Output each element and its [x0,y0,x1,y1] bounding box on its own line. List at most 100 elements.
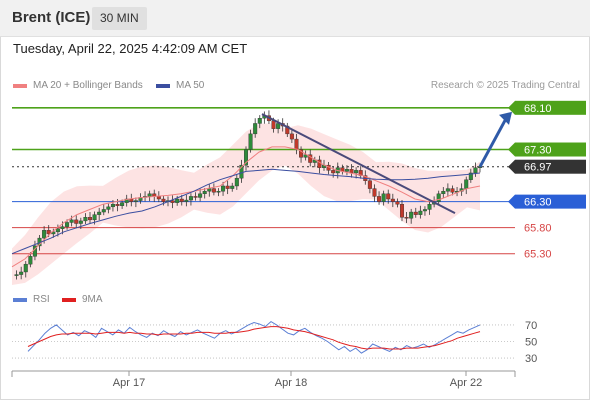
ma20-swatch [13,83,27,88]
instrument-title: Brent (ICE) [12,9,91,26]
candle-body [418,210,423,215]
level-tag-67-30 [515,142,586,157]
candle-body [413,211,418,215]
candle-body [65,222,70,227]
candle-body [110,204,115,208]
candle-body [390,198,395,202]
candle-body [386,193,391,200]
legend-rsi-ma-label: 9MA [82,294,103,305]
ma50-swatch [156,83,170,88]
bollinger-band [12,123,480,286]
candle-body [253,123,258,135]
ma20-line [11,146,481,268]
candle-body [427,204,432,210]
candle-body [450,188,455,193]
candle-body [92,214,97,221]
candle-body [230,185,235,189]
candle-body [216,190,221,193]
candle-body [74,219,79,224]
level-label-66-30: 66.30 [524,197,552,209]
candle-body [161,198,166,202]
candle-body [42,230,47,239]
candle-body [372,188,377,197]
candle-body [294,138,299,150]
candle-body [473,167,478,174]
candle-body [234,177,239,187]
candle-body [349,169,354,174]
candle-body [184,199,189,202]
candle-body [468,172,473,180]
candle-body [436,193,441,202]
candle-body [120,202,125,206]
candle-body [248,133,253,150]
candle-body [445,188,450,192]
forecast-arrow-shaft [478,116,509,168]
candle-body [69,219,74,223]
x-tick-label-1: Apr 18 [275,377,307,389]
level-label-68-10: 68.10 [524,103,552,115]
timestamp: Tuesday, April 22, 2025 4:42:09 AM CET [13,41,248,56]
candle-body [422,209,427,212]
candle-body [55,228,60,233]
candle-body [395,201,400,205]
level-tag-arrow [508,142,515,157]
candle-body [303,154,308,158]
ma50-line [11,168,481,255]
candle-body [175,198,180,203]
candle-body [441,190,446,195]
legend-ma50: MA 50 [156,80,204,91]
level-tag-arrow [508,100,515,115]
candle-body [464,179,469,189]
rsi-tick-70: 70 [525,320,537,332]
legend-ma20: MA 20 + Bollinger Bands [13,80,143,91]
rsi-line [27,320,481,354]
candle-body [211,188,216,193]
candle-body [271,120,276,129]
candle-body [193,196,198,198]
legend-rsi: RSI [13,294,50,305]
candle-body [299,149,304,158]
candle-body [367,180,372,189]
candle-body [179,198,184,202]
credit-text: Research © 2025 Trading Central [430,80,580,91]
candle-body [83,217,88,222]
candle-body [225,185,230,189]
level-label-67-30: 67.30 [524,145,552,157]
candle-body [46,230,51,235]
candle-body [257,118,262,124]
candle-body [400,204,405,218]
chart-header: Brent (ICE) 30 MIN [0,0,590,37]
candle-body [331,170,336,174]
level-tag-arrow [508,159,515,174]
candle-body [243,149,248,166]
timeframe-badge[interactable]: 30 MIN [92,7,147,30]
candle-body [106,206,111,210]
candle-body [133,200,138,202]
candle-body [381,193,386,202]
level-tag-66-30 [515,194,586,209]
legend-rsi-ma: 9MA [62,294,103,305]
candle-body [170,200,175,203]
candle-body [354,170,359,174]
bearish-trendline [261,113,456,214]
candle-body [28,256,33,265]
candle-body [60,226,65,229]
candle-body [404,217,409,219]
rsi-ma-line [27,326,481,350]
candle-body [188,196,193,201]
rsi-swatch [13,297,27,302]
candle-body [377,196,382,202]
level-label-65-80: 65.80 [524,223,552,235]
candle-body [19,271,24,275]
candle-body [87,217,92,221]
legend-ma50-label: MA 50 [176,80,205,91]
rsi-ma-swatch [62,297,76,302]
level-label-65-30: 65.30 [524,249,552,261]
candle-body [23,263,28,273]
candle-body [14,274,19,276]
level-label-66-97: 66.97 [524,162,552,174]
candle-body [101,209,106,213]
level-tag-arrow [508,194,515,209]
candle-body [97,211,102,215]
